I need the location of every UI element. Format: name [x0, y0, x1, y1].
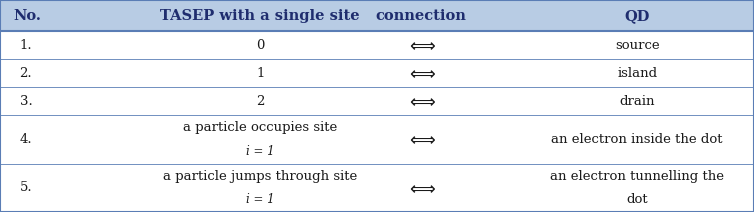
Text: 5.: 5.	[20, 181, 32, 194]
Text: an electron inside the dot: an electron inside the dot	[551, 133, 723, 146]
Text: 1.: 1.	[20, 39, 32, 52]
Text: 4.: 4.	[20, 133, 32, 146]
Text: a particle occupies site: a particle occupies site	[183, 121, 337, 134]
Text: 0: 0	[256, 39, 265, 52]
Text: source: source	[615, 39, 660, 52]
Bar	[0, 31, 754, 212]
Text: i = 1: i = 1	[246, 145, 274, 158]
Text: $\Longleftrightarrow$: $\Longleftrightarrow$	[406, 36, 436, 54]
Text: $\Longleftrightarrow$: $\Longleftrightarrow$	[406, 179, 436, 197]
Text: 2: 2	[256, 95, 265, 108]
Text: connection: connection	[375, 9, 466, 23]
Text: TASEP with a single site: TASEP with a single site	[161, 9, 360, 23]
Text: $\Longleftrightarrow$: $\Longleftrightarrow$	[406, 131, 436, 148]
Text: No.: No.	[14, 9, 41, 23]
Text: a particle jumps through site: a particle jumps through site	[163, 170, 357, 183]
Text: dot: dot	[627, 193, 648, 206]
Bar	[0, 0, 754, 31]
Text: drain: drain	[619, 95, 655, 108]
Text: QD: QD	[624, 9, 650, 23]
Text: $\Longleftrightarrow$: $\Longleftrightarrow$	[406, 92, 436, 110]
Text: i = 1: i = 1	[246, 193, 274, 206]
Text: $\Longleftrightarrow$: $\Longleftrightarrow$	[406, 64, 436, 82]
Text: island: island	[617, 67, 657, 80]
Text: 2.: 2.	[20, 67, 32, 80]
Text: an electron tunnelling the: an electron tunnelling the	[550, 170, 724, 183]
Text: 3.: 3.	[20, 95, 32, 108]
Text: 1: 1	[256, 67, 265, 80]
